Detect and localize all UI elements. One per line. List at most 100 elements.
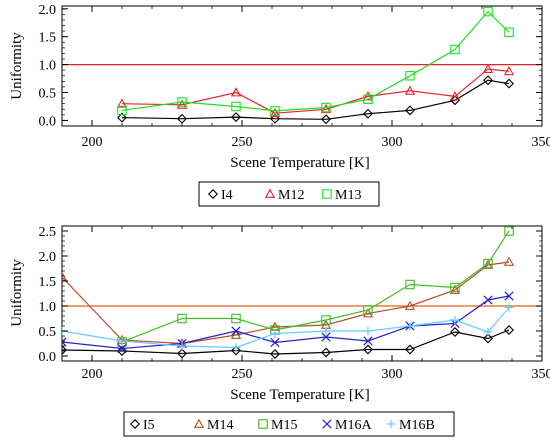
legend-label: M12 [278, 188, 304, 203]
data-point-m13 [483, 6, 493, 17]
data-point-i4 [231, 112, 241, 123]
data-point-i5 [177, 348, 187, 359]
legend-item-m12: M12 [264, 188, 304, 203]
series-i5 [62, 325, 514, 359]
tick-layer: 200 250 300 350 0.0 0.5 1.0 1.5 2.0 [39, 3, 550, 150]
data-point-m13 [504, 27, 514, 37]
legend: I4 M12 M13 [198, 181, 380, 207]
legend-label: I5 [143, 418, 155, 433]
data-point-m12 [404, 85, 416, 95]
series-line-m14 [62, 261, 510, 345]
y-tick-label: 2.0 [39, 3, 57, 18]
legend-box [123, 411, 455, 437]
legend-marker-i4 [208, 189, 218, 199]
legend-label: M13 [335, 188, 361, 203]
data-point-i4 [504, 78, 514, 89]
data-point-i4 [483, 75, 493, 86]
data-point-m15 [177, 313, 187, 324]
series-line-i4 [121, 79, 510, 120]
plot-frame [61, 5, 543, 127]
data-point-i5 [270, 349, 280, 359]
y-tick-label: 2.0 [39, 250, 57, 265]
data-point-m16a [504, 291, 514, 301]
legend-item-i5: I5 [130, 418, 155, 433]
data-point-m12 [176, 99, 188, 109]
data-point-m14 [404, 300, 416, 310]
legend-label: I4 [221, 188, 233, 203]
data-point-i4 [363, 108, 373, 119]
data-point-i4 [405, 105, 415, 116]
data-point-m13 [321, 102, 331, 113]
legend-label: M14 [207, 418, 233, 433]
data-point-m15 [483, 258, 493, 269]
series-m13 [117, 6, 514, 116]
data-point-m14 [503, 256, 515, 266]
data-point-m12 [503, 65, 515, 76]
legend: I5 M14 M15 M16A M16B [123, 411, 455, 437]
legend-marker-m15 [258, 419, 268, 429]
x-tick-label: 250 [232, 135, 253, 150]
legend-marker-m12 [264, 188, 276, 198]
data-point-i5 [450, 327, 460, 337]
series-layer [62, 226, 542, 359]
y-axis-title: Uniformity [9, 259, 25, 327]
series-i4 [117, 75, 514, 125]
y-tick-label: 0.0 [39, 114, 57, 129]
legend-items: I4 M12 M13 [208, 188, 361, 203]
legend-item-m16b: M16B [386, 418, 435, 433]
y-axis-title: Uniformity [9, 32, 25, 100]
data-point-m12 [230, 87, 242, 97]
legend-label: M15 [271, 418, 297, 433]
y-tick-label: 1.5 [39, 31, 57, 46]
x-axis-title: Scene Temperature [K] [230, 155, 369, 171]
x-tick-label: 300 [382, 367, 403, 382]
data-point-i5 [321, 347, 331, 358]
data-point-i4 [117, 112, 127, 123]
legend-marker-m16b [386, 419, 396, 429]
data-point-m12 [269, 107, 281, 118]
x-tick-label: 300 [382, 135, 403, 150]
data-point-m16a [483, 295, 493, 305]
legend-item-m13: M13 [322, 188, 361, 203]
series-m16b [62, 303, 514, 352]
legend-item-m14: M14 [193, 418, 233, 433]
legend-item-m15: M15 [258, 418, 297, 433]
data-point-m15 [405, 279, 415, 290]
legend-marker-m13 [322, 189, 332, 199]
y-tick-label: 1.0 [39, 300, 57, 315]
data-point-m12 [482, 63, 494, 73]
data-point-m12 [449, 91, 461, 101]
data-point-m14 [449, 284, 461, 294]
data-point-m13 [270, 106, 280, 116]
series-line-m13 [121, 10, 510, 112]
data-point-i5 [117, 346, 127, 356]
y-tick-label: 0.5 [39, 325, 57, 340]
data-point-i5 [62, 345, 67, 355]
data-point-m16a [231, 326, 241, 336]
series-m15 [117, 226, 514, 347]
data-point-i5 [231, 345, 241, 356]
chart-bottom: 200 250 300 350 0.0 0.5 1.0 1.5 2.0 2.5 Scene Tem… [9, 225, 550, 437]
data-point-m16b [117, 336, 127, 346]
data-point-m13 [450, 44, 460, 55]
series-line-i5 [62, 329, 510, 355]
tick-layer: 200 250 300 350 0.0 0.5 1.0 1.5 2.0 2.5 [39, 225, 550, 382]
series-layer [62, 6, 542, 125]
data-point-m13 [363, 94, 373, 104]
y-tick-label: 2.5 [39, 225, 57, 240]
data-point-m16a [321, 332, 331, 342]
data-point-m16b [405, 321, 415, 331]
y-tick-label: 0.0 [39, 350, 57, 365]
legend-marker-m16a [322, 419, 332, 429]
data-point-i5 [504, 325, 514, 335]
data-point-m16a [363, 336, 373, 346]
data-point-i5 [405, 344, 415, 355]
x-tick-label: 250 [232, 367, 253, 382]
chart-top: 200 250 300 350 0.0 0.5 1.0 1.5 2.0 Scene Temper… [9, 3, 550, 207]
legend-marker-i5 [130, 419, 140, 429]
legend-label: M16B [399, 418, 435, 433]
legend-marker-m14 [193, 418, 205, 428]
data-point-m15 [450, 282, 460, 293]
data-point-m12 [116, 98, 128, 108]
data-point-m16b [231, 343, 241, 352]
